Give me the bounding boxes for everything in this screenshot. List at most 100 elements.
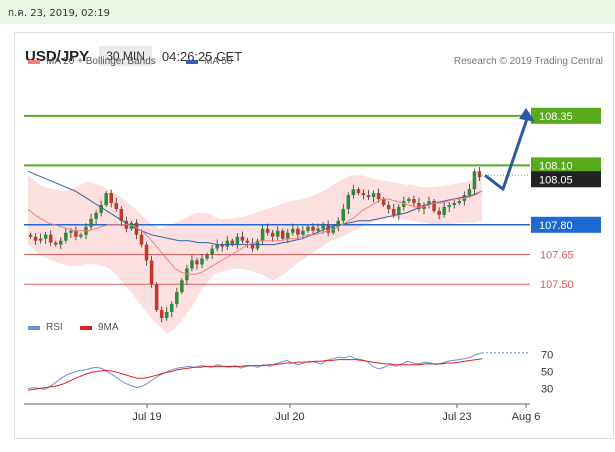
legend-rsi-label: RSI	[46, 322, 63, 333]
candle-body	[195, 260, 199, 265]
candle-body	[69, 230, 73, 233]
candle-body	[427, 201, 431, 205]
candle-body	[28, 234, 33, 237]
candle-body	[250, 242, 255, 249]
candle-body	[240, 236, 245, 241]
level-label-5: 107.50	[540, 279, 574, 291]
candle-body	[457, 201, 462, 204]
x-tick-label: Jul 23	[442, 411, 471, 423]
rsi-line	[27, 352, 483, 390]
candle-body	[99, 204, 103, 213]
ma9-swatch	[80, 325, 92, 330]
candle-body	[38, 238, 43, 241]
candle-body	[159, 310, 164, 318]
candle-body	[109, 193, 113, 204]
top-status-bar: ก.ค. 23, 2019, 02:19	[0, 0, 615, 24]
candle-body	[270, 232, 275, 237]
candle-body	[467, 189, 472, 196]
candle-body	[321, 224, 325, 229]
level-label-2: 108.05	[539, 174, 573, 186]
forecast-arrowhead	[519, 107, 535, 122]
candle-body	[311, 226, 315, 231]
candle-body	[346, 195, 351, 209]
candle-body	[336, 220, 340, 227]
candle-body	[351, 189, 356, 196]
candle-body	[144, 244, 149, 261]
legend-ma50-label: MA 50	[204, 56, 233, 67]
candle-body	[477, 171, 482, 178]
candle-body	[381, 199, 386, 205]
ma50-line	[27, 170, 483, 246]
legend-ma50: MA 50	[186, 56, 232, 67]
candle-body	[175, 292, 179, 305]
candle-body	[104, 193, 108, 205]
rsi-swatch	[28, 325, 40, 330]
candle-body	[220, 244, 224, 247]
candle-body	[164, 311, 169, 318]
candle-body	[245, 240, 250, 243]
candle-body	[33, 236, 38, 241]
ma20-swatch	[28, 59, 40, 64]
candle-body	[89, 218, 93, 227]
timeframe-button[interactable]: 30 MIN	[99, 46, 152, 66]
candle-body	[94, 212, 98, 219]
candle-body	[275, 230, 280, 237]
candle-body	[43, 234, 48, 239]
candle-body	[296, 228, 300, 235]
ma20-line	[27, 190, 483, 275]
candle-body	[371, 193, 376, 198]
candle-body	[200, 258, 204, 265]
candle-body	[356, 189, 361, 194]
level-box-1	[531, 157, 601, 174]
candle-body	[422, 204, 426, 209]
timestamp: ก.ค. 23, 2019, 02:19	[8, 8, 110, 19]
candle-body	[139, 234, 144, 245]
chart-header: USD/JPY 30 MIN 04:26:25 CET	[25, 45, 242, 67]
candle-body	[230, 240, 235, 245]
candle-body	[452, 203, 457, 205]
candle-body	[79, 234, 83, 237]
candle-body	[442, 206, 446, 215]
candle-body	[286, 232, 290, 239]
candle-body	[376, 193, 381, 200]
candle-body	[417, 203, 421, 209]
candle-body	[306, 226, 310, 231]
candle-body	[170, 304, 174, 312]
candle-body	[437, 210, 441, 215]
rsi-tick-1: 50	[541, 367, 553, 379]
legend-ma20: MA 20 + Bollinger Bands	[28, 56, 156, 67]
candle-body	[260, 228, 265, 241]
candle-body	[397, 206, 401, 215]
candle-body	[326, 224, 330, 233]
level-label-4: 107.65	[540, 250, 574, 262]
candle-body	[53, 242, 58, 245]
rsi-tick-2: 30	[541, 384, 553, 396]
candle-body	[472, 171, 477, 190]
candle-body	[407, 199, 411, 202]
candle-body	[225, 240, 230, 247]
level-box-0	[531, 107, 601, 124]
candle-body	[391, 208, 396, 215]
legend-rsi: RSI	[28, 322, 63, 333]
legend-ma9-label: 9MA	[98, 322, 119, 333]
level-label-0: 108.35	[539, 111, 573, 123]
level-label-3: 107.80	[539, 220, 573, 232]
x-tick-label: Jul 19	[132, 411, 161, 423]
candle-body	[205, 254, 209, 259]
level-label-1: 108.10	[539, 160, 573, 172]
candle-body	[215, 244, 219, 249]
candle-body	[48, 234, 53, 243]
forecast-arrow	[484, 115, 530, 191]
candle-body	[316, 228, 320, 231]
legend-ma20-label: MA 20 + Bollinger Bands	[46, 56, 156, 67]
level-box-3	[531, 216, 601, 233]
candle-body	[64, 232, 68, 241]
research-credit: Research © 2019 Trading Central	[453, 56, 603, 67]
candle-body	[149, 260, 154, 285]
x-tick-label: Aug 6	[512, 411, 541, 423]
candle-body	[341, 208, 346, 221]
candle-body	[412, 199, 416, 204]
candle-body	[180, 280, 184, 293]
candle-body	[280, 230, 285, 239]
